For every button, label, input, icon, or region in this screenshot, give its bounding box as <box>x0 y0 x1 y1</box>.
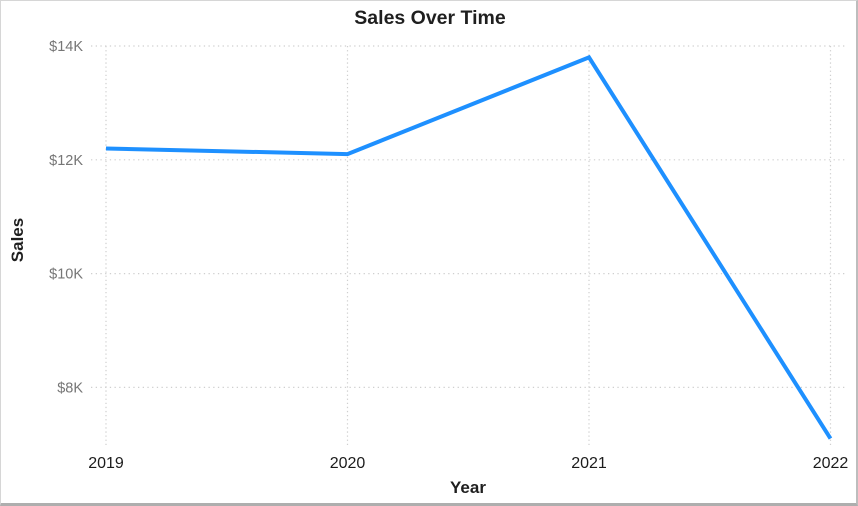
y-tick-label: $8K <box>57 380 83 396</box>
sales-series-line <box>105 54 833 440</box>
x-tick-label: 2022 <box>813 455 849 472</box>
y-tick-label: $10K <box>49 267 83 283</box>
y-axis-tick-labels: $14K $12K $10K $8K <box>49 39 83 396</box>
x-tick-label: 2021 <box>571 455 607 472</box>
y-tick-label: $14K <box>49 39 83 55</box>
x-axis-tick-labels: 2019 2020 2021 2022 <box>88 455 848 472</box>
y-tick-label: $12K <box>49 153 83 169</box>
x-axis-label: Year <box>450 478 486 497</box>
x-tick-label: 2020 <box>330 455 366 472</box>
x-tick-label: 2019 <box>88 455 124 472</box>
y-axis-label: Sales <box>8 218 27 262</box>
series-lines <box>105 54 833 440</box>
gridlines <box>91 45 846 445</box>
chart-title: Sales Over Time <box>354 7 506 29</box>
